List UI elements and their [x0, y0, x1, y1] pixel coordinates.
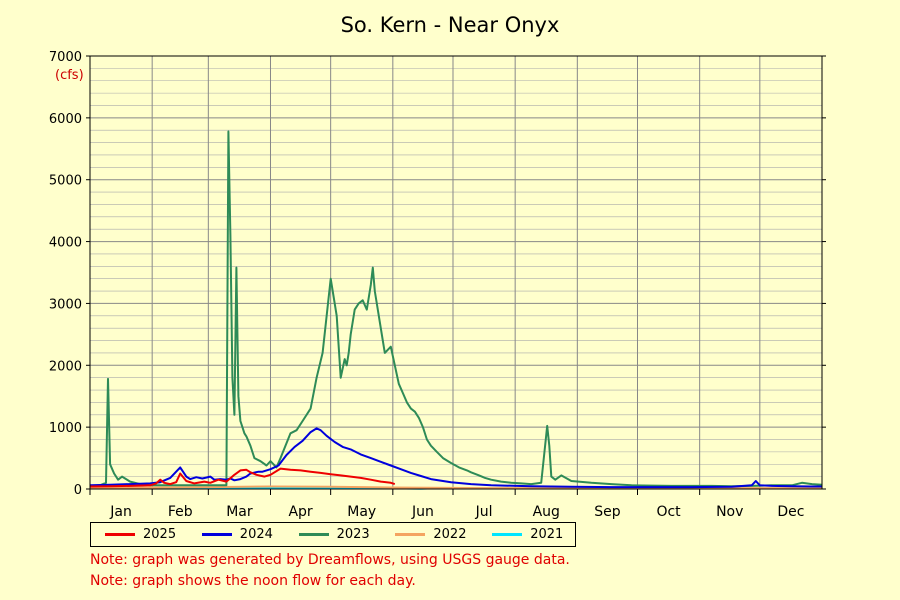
legend-label: 2024 [239, 527, 273, 542]
legend-item-2022: 2022 [395, 527, 478, 542]
legend-item-2023: 2023 [298, 527, 382, 542]
legend-item-2024: 2024 [201, 527, 285, 542]
y-tick-label: 4000 [49, 236, 82, 251]
legend-item-2021: 2021 [492, 527, 575, 542]
x-month-label: Jan [109, 504, 132, 520]
y-tick-label: 2000 [49, 359, 82, 374]
legend-swatch [492, 533, 523, 536]
x-month-label: Dec [777, 504, 804, 520]
series-line-2024 [89, 427, 822, 489]
x-month-label: Jul [475, 504, 493, 520]
y-tick-label: 7000 [49, 50, 82, 65]
grid-lines [90, 55, 822, 490]
legend-label: 2022 [433, 527, 467, 542]
chart-title: So. Kern - Near Onyx [340, 13, 560, 37]
legend-swatch [105, 533, 135, 536]
legend: 2025 2024 2023 2022 2021 [90, 522, 576, 547]
x-month-label: Apr [288, 504, 312, 520]
legend-swatch [395, 533, 426, 536]
legend-swatch [298, 533, 329, 536]
y-tick-label: 0 [74, 483, 82, 498]
plot-frame [89, 55, 823, 490]
x-month-label: May [347, 504, 376, 520]
x-month-label: Sep [594, 504, 621, 520]
x-month-label: Nov [716, 504, 743, 520]
y-axis-units-label: (cfs) [55, 68, 84, 83]
y-tick-label: 1000 [49, 421, 82, 436]
note-noon-flow: Note: graph shows the noon flow for each… [90, 573, 416, 589]
y-axis-ticks: 0 1000 2000 3000 4000 5000 6000 7000 [49, 50, 826, 498]
y-tick-label: 6000 [49, 112, 82, 127]
x-month-label: Aug [533, 504, 560, 520]
x-month-label: Mar [226, 504, 253, 520]
legend-swatch [201, 533, 232, 536]
y-tick-label: 3000 [49, 297, 82, 312]
legend-item-2025: 2025 [105, 527, 188, 542]
legend-label: 2023 [336, 527, 370, 542]
series-line-2023 [89, 130, 823, 488]
x-month-label: Jun [411, 504, 434, 520]
y-tick-label: 5000 [49, 174, 82, 189]
note-source: Note: graph was generated by Dreamflows,… [90, 552, 570, 568]
x-month-label: Feb [168, 504, 193, 520]
x-month-label: Oct [656, 504, 681, 520]
legend-label: 2021 [530, 527, 564, 542]
legend-label: 2025 [143, 527, 177, 542]
series-line-2025 [89, 467, 396, 488]
series-line-2022 [89, 485, 822, 490]
series-lines [89, 130, 823, 490]
x-axis-ticks: Jan Feb Mar Apr May Jun Jul Aug Sep Oct Nov Dec [89, 489, 804, 520]
